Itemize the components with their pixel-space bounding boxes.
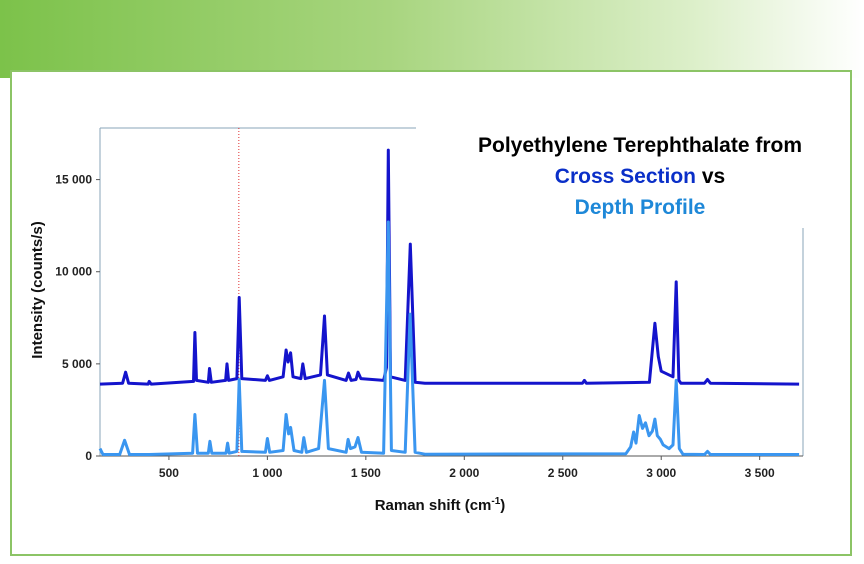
title-cross-section: Cross Section [554,165,696,188]
series-line-depth-profile [98,220,800,456]
title-line-2: Cross Section vs [440,161,840,192]
series-line-cross-section [99,148,800,386]
title-vs: vs [696,165,726,188]
y-axis-ticks: 0 5 000 10 000 15 000 [55,173,100,463]
title-line-1: Polyethylene Terephthalate from [477,134,803,157]
x-tick-label: 500 [159,466,179,480]
y-tick-label: 10 000 [55,265,92,279]
header-banner [0,0,864,78]
x-axis-ticks: 500 1 000 1 500 2 000 2 500 3 000 3 500 [159,456,775,480]
series-group [98,148,800,456]
x-tick-label: 3 500 [745,466,775,480]
x-tick-label: 2 500 [548,466,578,480]
y-axis-label: Intensity (counts/s) [29,221,46,359]
x-tick-label: 1 000 [252,466,282,480]
x-tick-label: 2 000 [449,466,479,480]
y-tick-label: 5 000 [62,357,92,371]
figure-frame [10,70,852,556]
title-depth-profile: Depth Profile [574,196,706,219]
x-tick-label: 1 500 [351,466,381,480]
chart-title: Polyethylene Terephthalate from Cross Se… [440,130,840,223]
x-tick-label: 3 000 [646,466,676,480]
y-tick-label: 15 000 [55,173,92,187]
x-axis-label: Raman shift (cm-1) [375,496,506,514]
y-tick-label: 0 [85,449,92,463]
